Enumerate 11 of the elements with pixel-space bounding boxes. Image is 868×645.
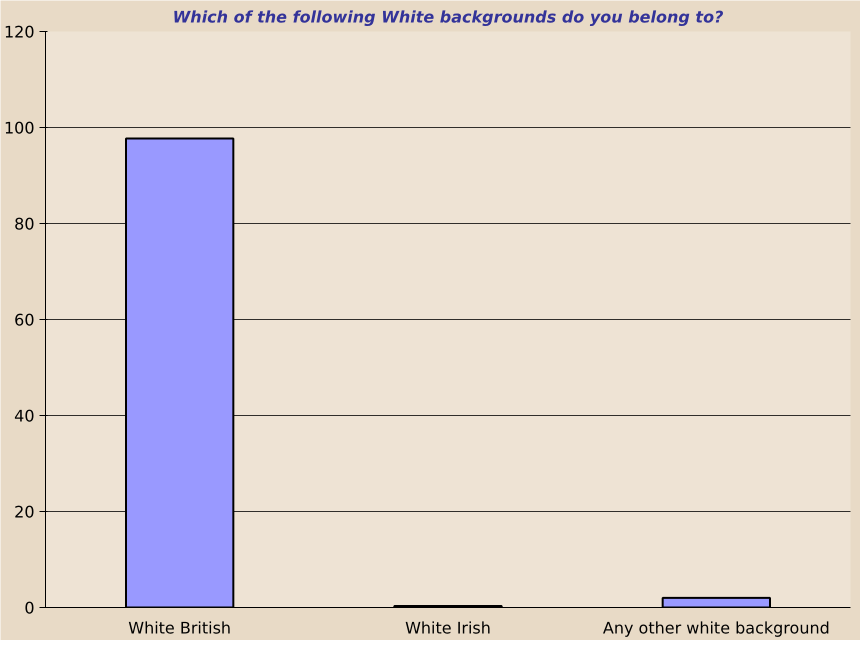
y-tick-label: 100 xyxy=(4,118,35,138)
y-tick-label: 0 xyxy=(24,598,35,618)
x-tick-label: Any other white background xyxy=(602,618,830,638)
y-tick-label: 20 xyxy=(14,502,34,522)
y-tick-label: 40 xyxy=(14,406,34,426)
y-tick-label: 80 xyxy=(14,214,34,234)
y-tick-label: 120 xyxy=(4,22,35,42)
x-tick-label: White Irish xyxy=(405,618,491,638)
x-tick-label: White British xyxy=(128,618,232,638)
chart-title: Which of the following White backgrounds do you belong to? xyxy=(172,8,724,26)
y-tick-label: 60 xyxy=(14,310,34,330)
